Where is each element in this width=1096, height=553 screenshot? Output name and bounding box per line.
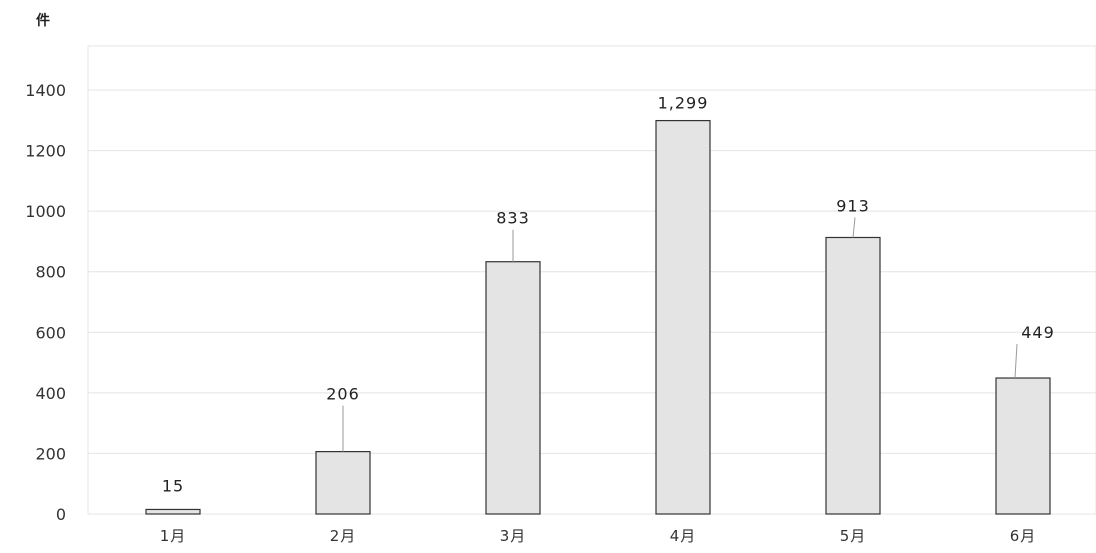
bar-4 — [655, 119, 711, 515]
bars — [145, 119, 1051, 515]
bar-3 — [485, 261, 541, 515]
y-tick-label-1200: 1200 — [25, 142, 66, 161]
y-tick-label-800: 800 — [35, 263, 66, 282]
data-label-5: 913 — [836, 196, 870, 215]
y-axis-ticks: 0 200 400 600 800 1000 1200 1400 — [25, 81, 66, 524]
y-tick-label-1000: 1000 — [25, 202, 66, 221]
gridlines — [88, 89, 1096, 515]
data-label-1: 15 — [162, 476, 184, 495]
bar-5 — [825, 236, 881, 515]
x-tick-label-2: 2月 — [330, 527, 357, 545]
data-label-2: 206 — [326, 385, 360, 404]
x-tick-label-6: 6月 — [1010, 527, 1037, 545]
data-label-4: 1,299 — [658, 94, 709, 113]
bar-1 — [145, 508, 201, 515]
data-label-6: 449 — [1021, 323, 1055, 342]
bar-2 — [315, 451, 371, 515]
leader-line-5 — [852, 217, 856, 238]
data-label-leaders — [342, 217, 1018, 452]
plot-area-frame — [87, 45, 1096, 515]
y-tick-label-400: 400 — [35, 384, 66, 403]
x-tick-label-3: 3月 — [500, 527, 527, 545]
x-tick-label-4: 4月 — [670, 527, 697, 545]
y-tick-label-600: 600 — [35, 323, 66, 342]
x-axis-ticks: 1月 2月 3月 4月 5月 6月 — [160, 527, 1037, 545]
y-tick-label-200: 200 — [35, 444, 66, 463]
x-tick-label-5: 5月 — [840, 527, 867, 545]
leader-line-6 — [1014, 343, 1018, 379]
data-labels: 15 206 833 1,299 913 449 — [162, 94, 1055, 496]
y-tick-label-0: 0 — [56, 505, 66, 524]
data-label-3: 833 — [496, 209, 530, 228]
bar-6 — [995, 377, 1051, 515]
y-axis-unit-label: 件 — [36, 12, 50, 29]
y-tick-label-1400: 1400 — [25, 81, 66, 100]
x-tick-label-1: 1月 — [160, 527, 187, 545]
